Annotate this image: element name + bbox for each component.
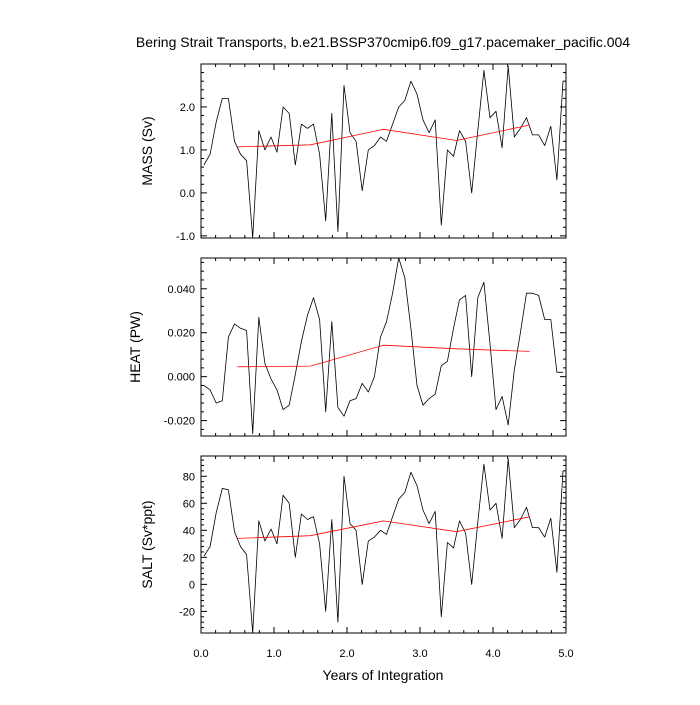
y-tick-label: 0.0 [180, 188, 195, 200]
y-axis-label: MASS (Sv) [139, 116, 155, 185]
y-tick-label: 1.0 [180, 145, 195, 157]
x-tick-label: 0.0 [193, 648, 208, 660]
y-tick-label: 0.040 [167, 284, 195, 296]
series-line [203, 257, 563, 435]
y-tick-label: -20 [179, 606, 195, 618]
y-tick-label: 0 [189, 579, 195, 591]
y-tick-label: 40 [183, 525, 195, 537]
x-tick-label: 1.0 [266, 648, 281, 660]
y-tick-label: 80 [183, 471, 195, 483]
smoothed-line [237, 344, 530, 368]
x-tick-label: 3.0 [412, 648, 427, 660]
x-tick-label: 2.0 [339, 648, 354, 660]
y-tick-label: 60 [183, 498, 195, 510]
x-tick-label: 4.0 [485, 648, 500, 660]
plot-frame [200, 63, 567, 239]
y-axis-label: HEAT (PW) [127, 311, 143, 383]
plot-frame [200, 455, 567, 634]
series-line [203, 458, 564, 634]
y-tick-label: 2.0 [180, 102, 195, 114]
x-tick-label: 5.0 [558, 648, 573, 660]
x-axis-label: Years of Integration [323, 667, 444, 683]
y-tick-label: 0.020 [167, 328, 195, 340]
plot-frame [200, 257, 567, 437]
y-tick-label: -0.020 [164, 416, 195, 428]
chart-title: Bering Strait Transports, b.e21.BSSP370c… [136, 34, 630, 50]
y-tick-label: 0.000 [167, 372, 195, 384]
y-tick-label: -1.0 [176, 231, 195, 243]
y-tick-label: 20 [183, 552, 195, 564]
smoothed-line [237, 516, 530, 539]
smoothed-line [237, 124, 530, 148]
y-axis-label: SALT (Sv*ppt) [139, 500, 155, 588]
series-line [203, 65, 564, 239]
